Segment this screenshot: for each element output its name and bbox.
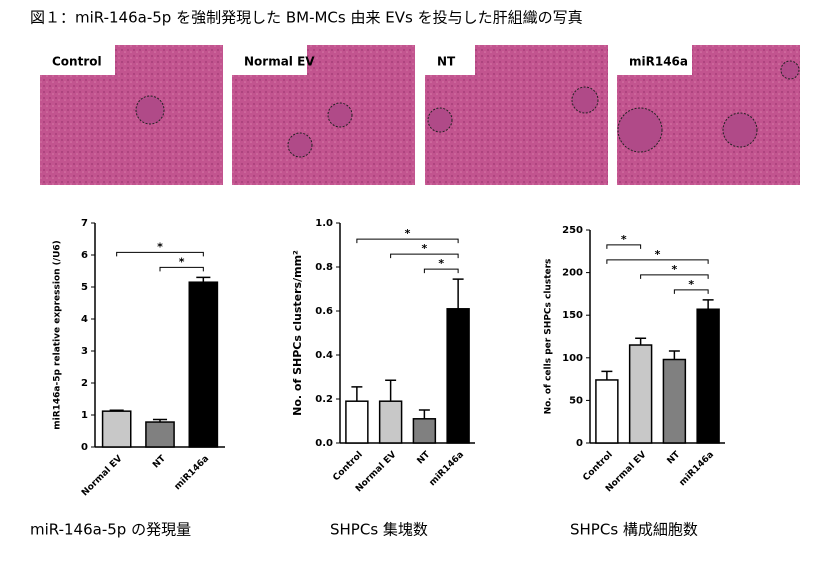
bar xyxy=(662,358,687,444)
y-tick-label: 4 xyxy=(81,314,88,325)
error-bar xyxy=(418,409,430,419)
bar xyxy=(595,379,619,444)
bar xyxy=(446,308,470,444)
significance-label: * xyxy=(621,233,627,246)
cluster-outline xyxy=(427,107,453,133)
y-tick-label: 0.2 xyxy=(315,394,333,405)
error-bar xyxy=(351,386,363,402)
significance-bracket xyxy=(673,289,709,294)
significance-bracket xyxy=(356,238,459,244)
y-tick-label: 1.0 xyxy=(315,218,333,229)
y-tick-label: 250 xyxy=(562,225,583,236)
panel-label-box xyxy=(40,45,115,75)
error-bar xyxy=(452,278,464,309)
significance-label: * xyxy=(421,242,427,255)
significance-bracket xyxy=(606,244,642,249)
significance-bracket xyxy=(116,251,204,257)
y-tick-label: 0.8 xyxy=(315,262,333,273)
significance-bracket xyxy=(390,253,459,259)
significance-bracket xyxy=(606,259,709,264)
significance-label: * xyxy=(655,248,661,261)
y-axis-label: No. of cells per SHPCs clusters xyxy=(544,259,554,415)
x-tick-label: Control xyxy=(581,450,614,483)
chart-caption: SHPCs 構成細胞数 xyxy=(570,521,698,539)
significance-bracket xyxy=(640,274,709,279)
chart-caption: miR-146a-5p の発現量 xyxy=(30,521,191,539)
bar xyxy=(101,410,132,448)
x-tick-label: miR146a xyxy=(678,450,716,488)
y-axis-label: miR146a-5p relative expression (/U6) xyxy=(53,240,63,430)
y-tick-label: 0 xyxy=(81,442,88,453)
y-tick-label: 0.6 xyxy=(315,306,333,317)
panel-label: Normal EV xyxy=(244,55,315,69)
error-bar xyxy=(668,350,680,360)
x-tick-label: NT xyxy=(151,453,168,470)
x-tick-label: miR146a xyxy=(428,450,466,488)
error-bar xyxy=(152,418,168,423)
bar xyxy=(345,400,369,444)
x-tick-label: NT xyxy=(666,449,683,466)
error-bar xyxy=(109,409,124,412)
y-tick-label: 6 xyxy=(81,250,88,261)
error-bar xyxy=(601,370,613,380)
y-tick-label: 100 xyxy=(562,353,583,364)
cluster-outline xyxy=(327,102,353,128)
figure-title: 図１：miR-146a-5p を強制発現した BM-MCs 由来 EVs を投与… xyxy=(30,9,583,27)
y-tick-label: 200 xyxy=(562,268,583,279)
significance-label: * xyxy=(671,263,677,276)
y-tick-label: 3 xyxy=(81,346,88,357)
y-axis-label: No. of SHPCs clusters/mm² xyxy=(291,250,304,416)
x-tick-label: Control xyxy=(331,450,364,483)
cluster-outline xyxy=(617,107,663,153)
bar xyxy=(412,418,437,444)
y-tick-label: 5 xyxy=(81,282,88,293)
cluster-outline xyxy=(135,95,165,125)
significance-label: * xyxy=(688,278,694,291)
x-tick-label: NT xyxy=(416,449,433,466)
cluster-outline xyxy=(571,86,599,114)
bar xyxy=(378,400,403,444)
y-tick-label: 0 xyxy=(576,438,583,449)
panel-label-box xyxy=(232,45,307,75)
bar xyxy=(696,308,720,444)
panel-label: NT xyxy=(437,55,456,69)
chart-caption: SHPCs 集塊数 xyxy=(330,521,428,539)
y-tick-label: 0.0 xyxy=(315,438,333,449)
y-tick-label: 7 xyxy=(81,218,88,229)
x-tick-label: Normal EV xyxy=(80,454,125,499)
panel-label-box xyxy=(617,45,692,75)
y-tick-label: 150 xyxy=(562,310,583,321)
panel-label-box xyxy=(425,45,475,75)
bar xyxy=(188,281,219,448)
significance-bracket xyxy=(159,266,204,272)
significance-bracket xyxy=(423,268,459,274)
significance-label: * xyxy=(179,255,185,268)
panel-label: miR146a xyxy=(629,55,688,69)
significance-label: * xyxy=(157,240,163,253)
y-tick-label: 2 xyxy=(81,378,88,389)
error-bar xyxy=(196,276,211,283)
y-tick-label: 50 xyxy=(569,395,583,406)
cluster-outline xyxy=(287,132,313,158)
error-bar xyxy=(702,299,714,310)
error-bar xyxy=(635,337,647,346)
y-tick-label: 0.4 xyxy=(315,350,333,361)
y-tick-label: 1 xyxy=(81,410,88,421)
bar xyxy=(628,344,653,444)
cluster-outline xyxy=(780,60,800,80)
significance-label: * xyxy=(438,257,444,270)
significance-label: * xyxy=(405,227,411,240)
bar xyxy=(145,421,175,448)
x-tick-label: miR146a xyxy=(173,454,211,492)
panel-label: Control xyxy=(52,55,102,69)
cluster-outline xyxy=(722,112,758,148)
error-bar xyxy=(385,379,397,402)
